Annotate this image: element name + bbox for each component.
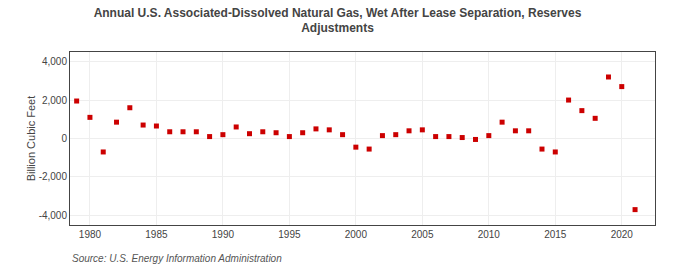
- svg-text:4,000: 4,000: [42, 56, 67, 67]
- svg-text:1990: 1990: [212, 229, 235, 240]
- svg-text:2020: 2020: [611, 229, 634, 240]
- svg-text:1980: 1980: [79, 229, 102, 240]
- svg-text:2,000: 2,000: [42, 95, 67, 106]
- svg-text:Source: U.S. Energy Informatio: Source: U.S. Energy Information Administ…: [72, 253, 282, 264]
- svg-text:-2,000: -2,000: [39, 171, 68, 182]
- svg-text:2015: 2015: [544, 229, 567, 240]
- svg-text:2000: 2000: [345, 229, 368, 240]
- svg-text:2005: 2005: [411, 229, 434, 240]
- svg-text:0: 0: [61, 133, 67, 144]
- svg-text:1995: 1995: [278, 229, 301, 240]
- svg-text:Billion Cubic Feet: Billion Cubic Feet: [25, 96, 37, 182]
- svg-text:1985: 1985: [145, 229, 168, 240]
- svg-text:-4,000: -4,000: [39, 210, 68, 221]
- svg-text:2010: 2010: [478, 229, 501, 240]
- svg-text:Annual U.S. Associated-Dissolv: Annual U.S. Associated-Dissolved Natural…: [94, 6, 582, 36]
